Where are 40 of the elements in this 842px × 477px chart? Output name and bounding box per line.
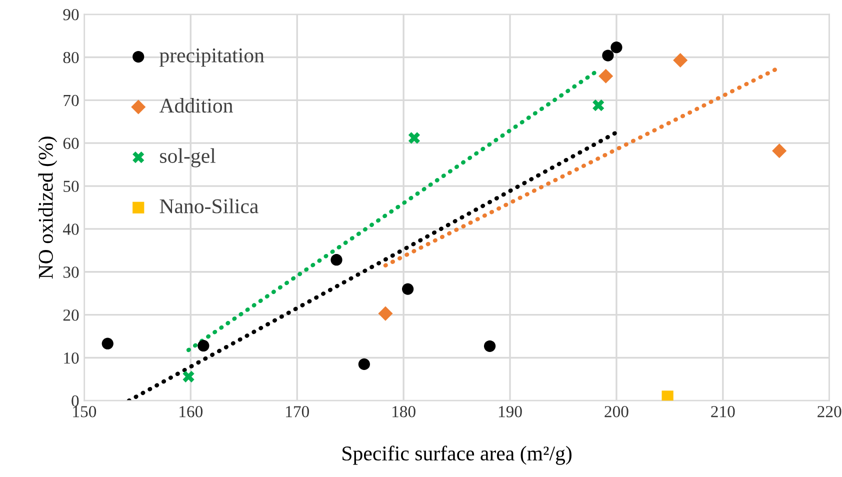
point xyxy=(610,42,622,54)
x-tick-label: 210 xyxy=(711,406,735,418)
x-tick-label: 160 xyxy=(180,406,203,418)
x-tick-label: 180 xyxy=(392,406,416,418)
point xyxy=(592,100,604,112)
legend-label: Addition xyxy=(159,98,233,113)
legend-label: precipitation xyxy=(160,48,264,67)
point xyxy=(673,52,688,68)
y-axis-title: NO oxidized (%) xyxy=(38,136,58,279)
point xyxy=(402,283,414,295)
point xyxy=(198,340,210,352)
x-tick-label: 220 xyxy=(818,406,842,418)
point xyxy=(102,338,114,350)
point xyxy=(662,390,674,401)
point xyxy=(598,68,614,84)
point xyxy=(484,340,496,352)
x-tick-label: 200 xyxy=(604,406,628,418)
x-tick-label: 190 xyxy=(498,406,522,418)
y-tick-label: 60 xyxy=(63,138,79,150)
y-tick-label: 20 xyxy=(63,310,79,321)
legend-label: sol-gel xyxy=(160,148,216,168)
point xyxy=(602,50,614,62)
y-tick-label: 30 xyxy=(63,266,79,278)
y-tick-label: 0 xyxy=(72,395,79,407)
point xyxy=(330,254,342,266)
y-tick-label: 80 xyxy=(63,52,79,64)
point xyxy=(772,144,787,158)
point xyxy=(182,370,194,382)
point xyxy=(358,358,370,370)
y-tick-label: 70 xyxy=(64,94,79,106)
legend-label: Nano-Silica xyxy=(160,198,258,214)
y-tick-label: 90 xyxy=(63,9,79,20)
y-tick-label: 40 xyxy=(63,224,79,235)
y-tick-label: 10 xyxy=(64,352,79,364)
y-tick-label: 50 xyxy=(64,180,79,192)
point xyxy=(408,132,420,144)
point xyxy=(378,306,393,321)
x-axis-title: Specific surface area (m²/g) xyxy=(342,446,572,465)
x-tick-label: 150 xyxy=(73,406,96,418)
x-tick-label: 170 xyxy=(286,406,309,418)
